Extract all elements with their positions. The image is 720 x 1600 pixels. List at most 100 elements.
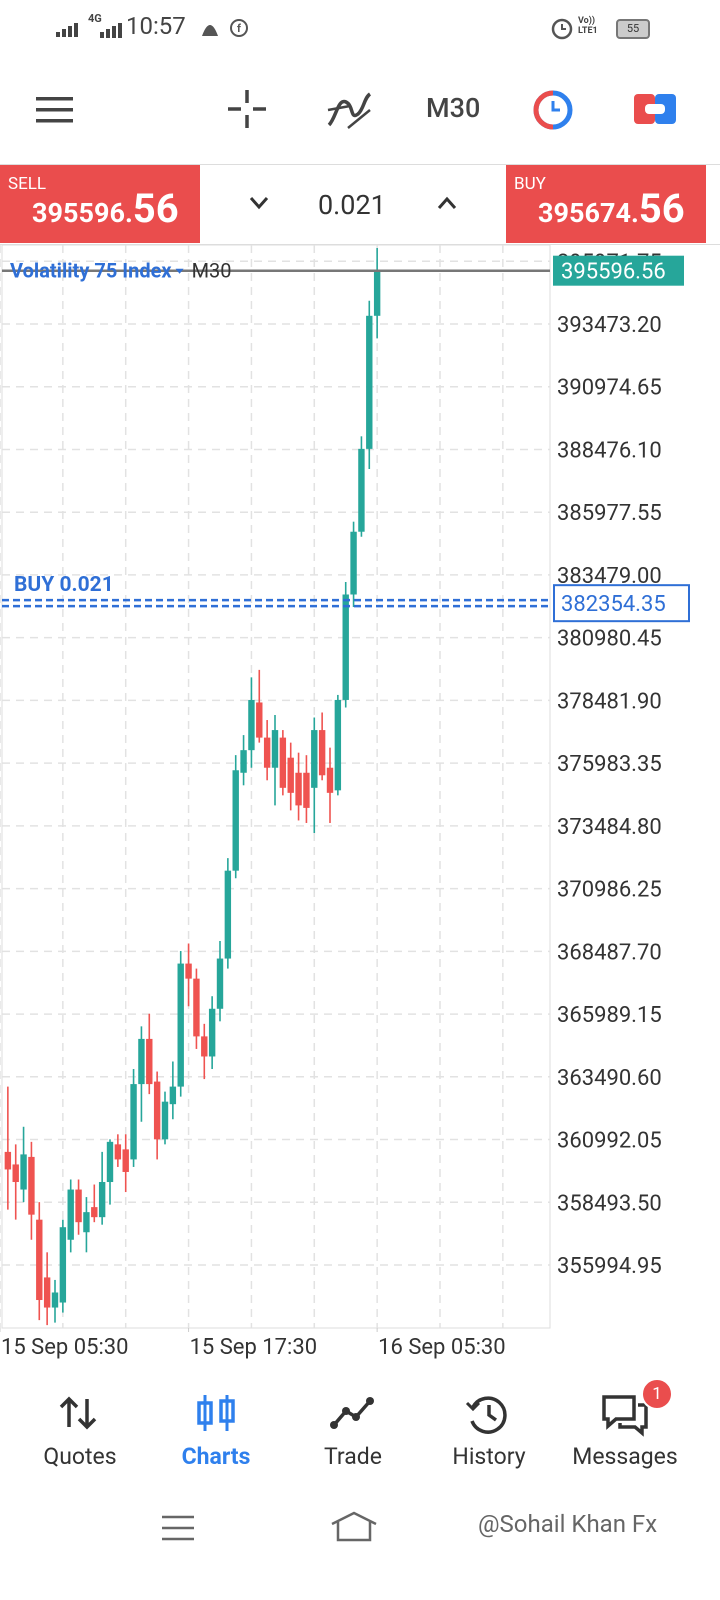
- quotes-icon: [59, 1396, 97, 1430]
- candle-body: [208, 1008, 216, 1057]
- y-tick-label: 360992.05: [557, 1129, 662, 1154]
- candle-body: [350, 531, 357, 595]
- nav-label: Trade: [324, 1443, 382, 1470]
- bottom-nav: Quotes Charts Trade History Messages: [0, 1365, 720, 1490]
- nav-messages[interactable]: Messages: [557, 1365, 693, 1490]
- clock: 10:57: [126, 12, 186, 40]
- x-tick-label: 15 Sep 05:30: [1, 1335, 129, 1360]
- candle-body: [51, 1292, 59, 1308]
- history-icon: [465, 1396, 507, 1434]
- y-tick-label: 370986.25: [557, 878, 662, 903]
- y-tick-label: 388476.10: [557, 438, 662, 463]
- candle-body: [334, 699, 342, 791]
- candle-body: [75, 1189, 82, 1223]
- volume[interactable]: 0.021: [318, 189, 386, 221]
- candle-body: [146, 1038, 153, 1085]
- alarm-icon: [551, 18, 573, 40]
- sell-price-pips: 56: [132, 185, 179, 232]
- candle-body: [28, 1156, 35, 1215]
- candle-body: [138, 1038, 145, 1085]
- one-click-button[interactable]: [634, 94, 676, 124]
- candle-body: [287, 757, 294, 793]
- candle-body: [366, 315, 373, 449]
- trade-mode-button[interactable]: [532, 89, 574, 131]
- candle-body: [193, 978, 200, 1037]
- y-tick-label: 358493.50: [557, 1191, 662, 1216]
- candle-body: [12, 1164, 19, 1183]
- candle-body: [20, 1154, 27, 1190]
- candle-body: [295, 772, 302, 806]
- candle-body: [224, 870, 232, 959]
- nav-label: Messages: [572, 1443, 678, 1470]
- candle-body: [373, 270, 381, 316]
- chart: 355994.95 358493.50 360992.05 363490.60 3659…: [0, 244, 690, 1360]
- nav-charts[interactable]: Charts: [148, 1365, 284, 1490]
- y-tick-label: 385977.55: [557, 501, 662, 526]
- system-nav: @Sohail Khan Fx: [0, 1490, 720, 1600]
- volume-down[interactable]: [248, 195, 270, 211]
- candle-body: [98, 1182, 106, 1218]
- recent-apps-button[interactable]: [160, 1514, 196, 1542]
- x-tick-label: 15 Sep 17:30: [190, 1335, 318, 1360]
- network: 4G: [88, 12, 102, 25]
- candle-body: [36, 1219, 43, 1301]
- chart-timeframe: M30: [192, 259, 232, 283]
- sell-price: 395596.: [32, 197, 133, 229]
- indicators-button[interactable]: [326, 88, 372, 130]
- nav-quotes[interactable]: Quotes: [12, 1365, 148, 1490]
- y-tick-label: 390974.65: [557, 376, 662, 401]
- candle-body: [130, 1084, 137, 1160]
- y-tick-label: 380980.45: [557, 627, 662, 652]
- candle-body: [248, 699, 255, 751]
- candle-body: [232, 770, 239, 871]
- price-box: [553, 255, 684, 286]
- y-tick-label: 378481.90: [557, 689, 662, 714]
- notification-icons: f: [202, 19, 248, 37]
- buy-price: 395674.: [538, 197, 639, 229]
- candle-body: [256, 702, 263, 738]
- nav-label: Charts: [181, 1443, 251, 1470]
- y-tick-label: 365989.15: [557, 1003, 662, 1028]
- candle-body: [153, 1081, 161, 1140]
- signal-icon: [56, 23, 78, 37]
- home-button[interactable]: [330, 1510, 378, 1544]
- candle-body: [342, 594, 349, 700]
- toolbar: M30: [0, 60, 720, 160]
- candle-body: [43, 1277, 51, 1308]
- chart-title: Volatility 75 Index: [10, 259, 172, 283]
- order-price-box: [553, 584, 690, 623]
- buy-button[interactable]: BUY 395674.56: [506, 165, 706, 243]
- y-tick-label: 355994.95: [557, 1254, 662, 1279]
- watermark: @Sohail Khan Fx: [478, 1510, 658, 1538]
- charts-icon: [197, 1395, 235, 1431]
- buy-label: BUY: [514, 174, 546, 194]
- candle-body: [318, 730, 326, 776]
- candle-body: [169, 1086, 177, 1105]
- candle-body: [122, 1149, 129, 1172]
- sell-button[interactable]: SELL 395596.56: [0, 165, 200, 243]
- candle-body: [161, 1101, 169, 1140]
- candle-body: [201, 1036, 208, 1057]
- menu-button[interactable]: [36, 96, 74, 124]
- candle-body: [67, 1189, 74, 1240]
- nav-history[interactable]: History: [421, 1365, 557, 1490]
- candle-body: [185, 963, 192, 979]
- nav-trade[interactable]: Trade: [285, 1365, 421, 1490]
- y-tick-label: 373484.80: [557, 815, 662, 840]
- candle-body: [4, 1151, 12, 1170]
- signal-icon-2: [100, 23, 122, 38]
- volume-up[interactable]: [436, 195, 458, 211]
- candle-body: [177, 963, 184, 1087]
- volte: Vo)) LTE1: [578, 16, 598, 36]
- plot-area: [1, 244, 551, 1329]
- candle-body: [263, 737, 271, 768]
- crosshair-button[interactable]: [226, 88, 268, 130]
- candle-body: [83, 1212, 90, 1233]
- price-label: 395596.56: [561, 260, 666, 285]
- order-label: BUY 0.021: [14, 573, 114, 597]
- svg-text:f: f: [237, 22, 241, 35]
- x-tick-label: 16 Sep 05:30: [378, 1335, 506, 1360]
- timeframe-button[interactable]: M30: [426, 92, 481, 124]
- nav-label: History: [452, 1443, 526, 1470]
